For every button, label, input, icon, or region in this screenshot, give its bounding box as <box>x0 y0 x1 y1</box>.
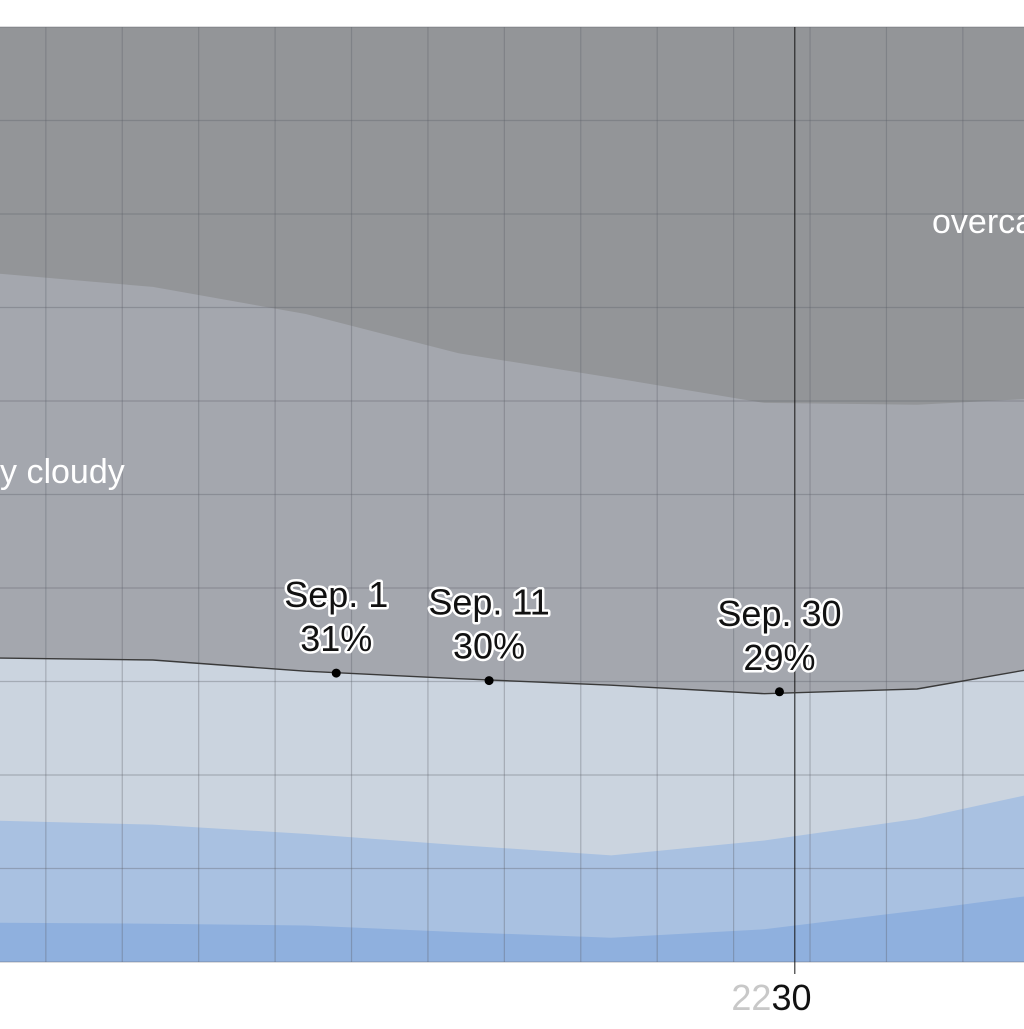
annotation-point <box>331 668 341 678</box>
annotation-value-label: 29% <box>743 637 815 678</box>
annotation-point <box>774 687 784 697</box>
annotation-value-label: 31% <box>300 618 372 659</box>
annotation-date-label: Sep. 11 <box>428 582 549 623</box>
annotation-value-label: 30% <box>453 626 525 667</box>
annotation-date-label: Sep. 30 <box>717 593 841 634</box>
annotation-date-label: Sep. 1 <box>284 574 388 615</box>
x-tick-label: 30 <box>771 977 811 1018</box>
x-tick-label-ghost: 22 <box>731 977 771 1018</box>
band-clear <box>0 896 1024 962</box>
band-layer <box>0 27 1024 962</box>
region-label-mostly-cloudy: y cloudy <box>0 453 125 491</box>
band-mostly-clear <box>0 795 1024 962</box>
region-label-layer: overcast y cloudy <box>0 203 1024 491</box>
annotation-point <box>484 676 494 686</box>
partly-cloudy-boundary-line <box>0 657 1024 695</box>
x-axis: 22 30 <box>731 977 811 1018</box>
region-label-overcast: overcast <box>932 203 1024 241</box>
boundary-layer <box>0 657 1024 695</box>
